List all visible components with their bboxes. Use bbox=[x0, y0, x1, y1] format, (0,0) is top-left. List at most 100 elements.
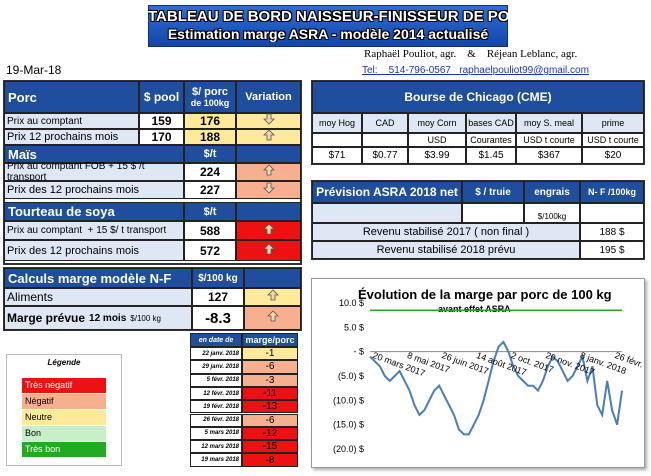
soya-header-unit-cell: $/t bbox=[184, 202, 236, 221]
chicago-value: $3.99 bbox=[424, 150, 450, 161]
porc-row-1-value: 176 bbox=[199, 114, 221, 128]
asra-row-2-value: 195 $ bbox=[599, 244, 625, 256]
calculs-header-unit: $/100 kg bbox=[198, 272, 238, 284]
soya-row-1-arrow-cell bbox=[236, 221, 301, 240]
asra-row-1-label-cell: Revenu stabilisé 2017 ( non final ) bbox=[312, 223, 580, 241]
soya-header-empty bbox=[236, 202, 301, 221]
chicago-head-cell: moy S. meal bbox=[516, 113, 582, 133]
history-date: 19 mars 2018 bbox=[201, 457, 239, 464]
history-date: 26 févr. 2018 bbox=[203, 417, 239, 424]
chicago-title: Bourse de Chicago (CME) bbox=[404, 90, 552, 104]
porc-per100-a: $/ porc bbox=[191, 86, 229, 98]
history-value: -13 bbox=[262, 401, 278, 413]
aliments-label: Aliments bbox=[7, 290, 54, 304]
porc-row-2-value-cell: 188 bbox=[184, 129, 236, 145]
chicago-head: moy Hog bbox=[318, 118, 355, 128]
mais-row-1-label: Prix au comptant FOB + 15 $ /t transport bbox=[7, 161, 145, 183]
mais-header-label: Maïs bbox=[8, 146, 37, 162]
porc-row-2-label-cell: Prix 12 prochains mois bbox=[4, 129, 139, 145]
marge-label: Marge prévue bbox=[7, 311, 86, 325]
legend-item: Neutre bbox=[22, 410, 106, 425]
soya-row-2-label: Prix des 12 prochains mois bbox=[7, 244, 140, 257]
soya-header-unit: $/t bbox=[203, 205, 217, 218]
mais-row-2-label: Prix des 12 prochains mois bbox=[7, 184, 140, 196]
porc-header-pool: $ pool bbox=[139, 81, 184, 113]
arrow-up-icon bbox=[262, 163, 275, 181]
asra-row-1-label: Revenu stabilisé 2017 ( non final ) bbox=[362, 226, 530, 238]
mais-row-1-arrow-cell bbox=[236, 163, 301, 181]
history-value-cell: -3 bbox=[242, 373, 298, 387]
variation-label: Variation bbox=[245, 91, 292, 103]
calculs-header-unit-cell: $/100 kg bbox=[192, 268, 244, 288]
chicago-value: $367 bbox=[537, 150, 561, 161]
history-date: 5 mars 2018 bbox=[204, 430, 239, 437]
y-tick-label: (15.0) $ bbox=[333, 420, 364, 430]
chicago-unit: USD t courte bbox=[587, 135, 639, 145]
history-date: 22 janv. 2018 bbox=[202, 350, 239, 357]
legend-item-label: Neutre bbox=[25, 412, 53, 422]
mais-row-1-value-cell: 224 bbox=[184, 163, 236, 181]
porc-header-variation: Variation bbox=[236, 81, 301, 113]
calculs-header-label: Calculs marge modèle N-F bbox=[8, 270, 172, 286]
legend-item: Très bon bbox=[22, 442, 106, 457]
chart-subtitle: avant effet ASRA bbox=[438, 304, 511, 314]
soya-row-1-label: Prix au comptant + 15 $/ t transport bbox=[7, 225, 167, 236]
soya-row-2-arrow-cell bbox=[236, 240, 301, 261]
contact-link[interactable]: Tel: 514-796-0567 raphaelpouliot99@gmail… bbox=[362, 65, 589, 76]
chicago-head-cell: prime bbox=[582, 113, 644, 133]
chicago-head-cell: CAD bbox=[362, 113, 408, 133]
porc-row-1-label: Prix au comptant bbox=[7, 115, 83, 127]
porc-row-1-value-cell: 176 bbox=[184, 113, 236, 129]
asra-unit-cell: $/100kg bbox=[524, 203, 580, 223]
chicago-head: bases CAD bbox=[468, 118, 514, 128]
arrow-up-icon bbox=[262, 222, 275, 240]
asra-blank-3 bbox=[580, 203, 644, 223]
porc-row-2-label: Prix 12 prochains mois bbox=[7, 131, 119, 143]
arrow-up-icon bbox=[266, 309, 279, 327]
history-header-date: en date de bbox=[198, 336, 234, 344]
y-tick-label: (10.0) $ bbox=[333, 395, 364, 405]
history-value: -1 bbox=[265, 348, 275, 360]
marge-value: -8.3 bbox=[205, 309, 231, 327]
history-value: -12 bbox=[262, 427, 278, 439]
chicago-value: $71 bbox=[328, 150, 346, 161]
history-row: 19 mars 2018 bbox=[190, 453, 242, 467]
aliments-label-cell: Aliments bbox=[4, 288, 192, 306]
history-header-date-cell: en date de bbox=[190, 333, 242, 347]
asra-blank-1 bbox=[312, 203, 462, 223]
chicago-value-cell: $20 bbox=[582, 147, 644, 164]
porc-row-1-pool-cell: 159 bbox=[139, 113, 184, 129]
marge-value-cell: -8.3 bbox=[192, 306, 244, 330]
asra-col1: $ / truie bbox=[475, 186, 511, 198]
y-tick-label: 5.0 $ bbox=[344, 322, 364, 332]
series-line bbox=[369, 340, 623, 436]
asra-blank-2 bbox=[462, 203, 524, 223]
chicago-unit: USD bbox=[427, 135, 447, 145]
asra-title: Prévision ASRA 2018 net bbox=[316, 185, 458, 199]
margin-line-chart: 10.0 $ 5.0 $ - $ (5.0) $ (10.0) $ (15.0) $ (20… bbox=[333, 298, 644, 454]
chicago-value-cell: $3.99 bbox=[408, 147, 466, 164]
history-row: 29 janv. 2018 bbox=[190, 360, 242, 374]
authors: Raphaël Pouliot, agr. & Réjean Leblanc, … bbox=[364, 48, 578, 60]
porc-header-per100: $/ porc de 100kg bbox=[184, 81, 236, 113]
porc-header: Porc bbox=[4, 81, 139, 113]
history-value: -6 bbox=[265, 414, 275, 426]
asra-title-cell: Prévision ASRA 2018 net bbox=[312, 181, 462, 203]
soya-header: Tourteau de soya bbox=[4, 202, 184, 221]
history-value-cell: -6 bbox=[242, 360, 298, 374]
chicago-head: moy Corn bbox=[417, 118, 457, 128]
soya-row-1-value: 588 bbox=[199, 223, 221, 238]
arrow-up-icon bbox=[262, 242, 275, 260]
mais-row-2-arrow-cell bbox=[236, 181, 301, 199]
asra-col2: engrais bbox=[534, 186, 570, 198]
chicago-head-cell: bases CAD bbox=[466, 113, 516, 133]
chicago-unit-cell bbox=[362, 133, 408, 147]
mais-row-1-label-cell: Prix au comptant FOB + 15 $ /t transport bbox=[4, 161, 184, 183]
history-row: 5 mars 2018 bbox=[190, 426, 242, 441]
legend-item: Négatif bbox=[22, 394, 106, 409]
asra-row-2-label: Revenu stabilisé 2018 prévu bbox=[376, 244, 516, 256]
y-tick-label: (5.0) $ bbox=[338, 371, 364, 381]
porc-row-2-arrow-cell bbox=[236, 129, 301, 145]
marge-label-cell: Marge prévue 12 mois $/100 kg bbox=[4, 306, 192, 330]
